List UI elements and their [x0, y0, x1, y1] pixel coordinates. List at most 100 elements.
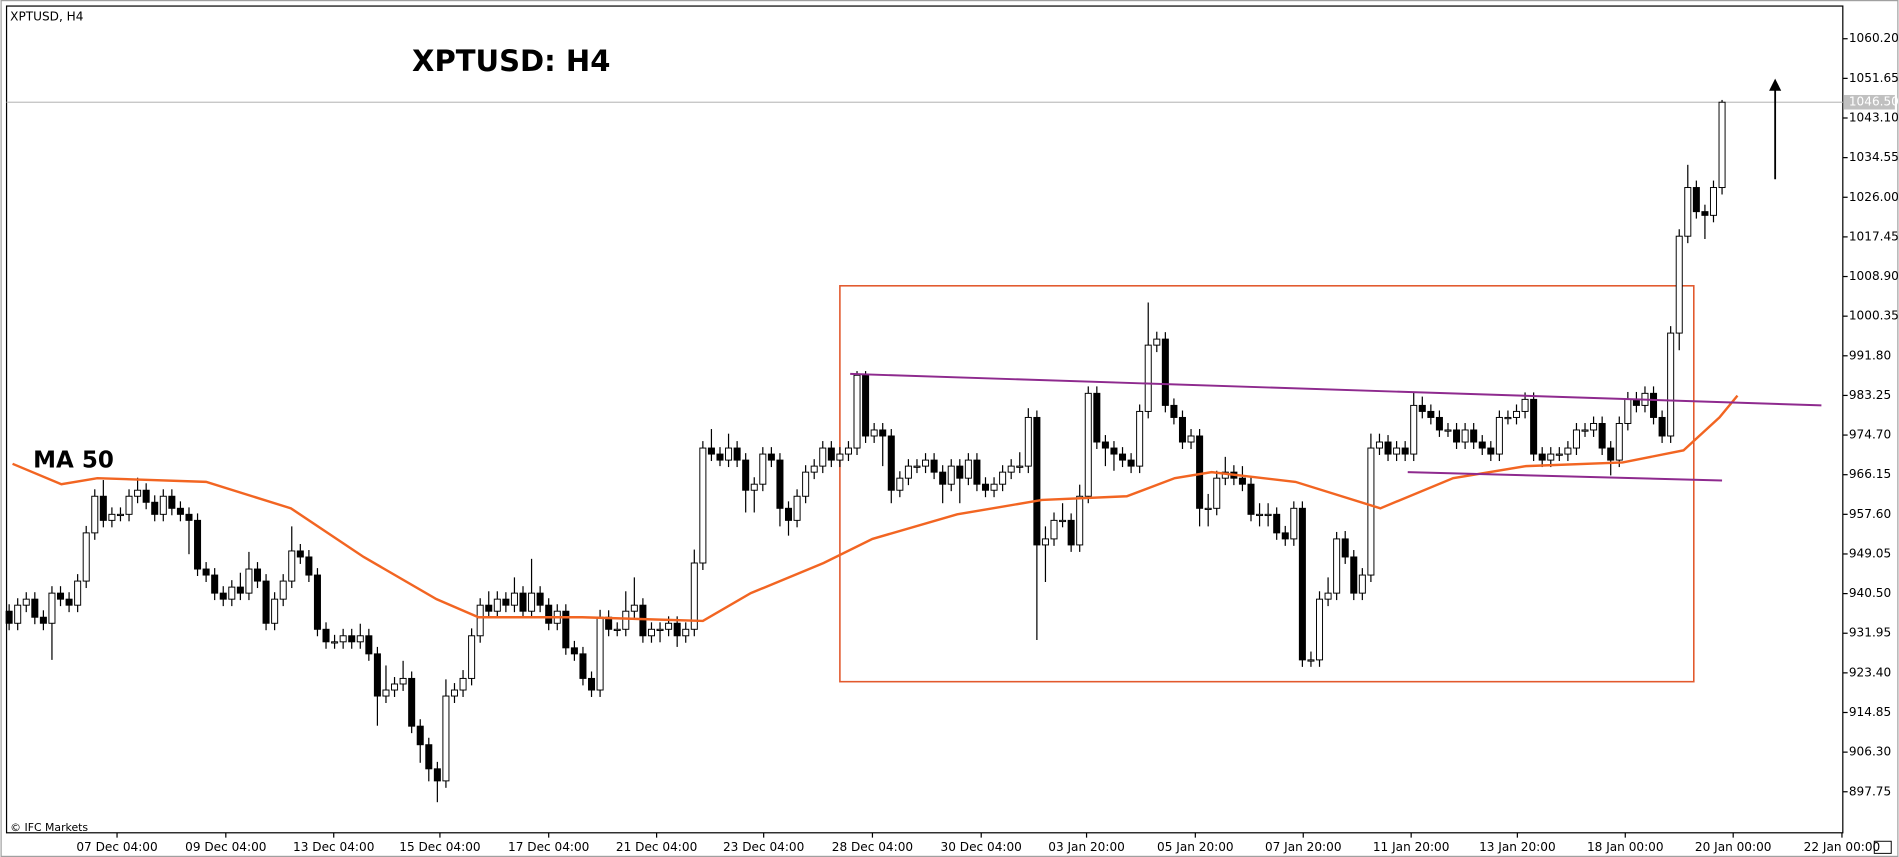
- candle-body: [793, 495, 801, 521]
- candle-body: [1624, 398, 1632, 424]
- candle-body: [844, 447, 852, 455]
- candle-body: [313, 574, 321, 630]
- candle-body: [1461, 429, 1469, 443]
- candle-body: [1384, 441, 1392, 455]
- y-tick-label: 949.05: [1849, 546, 1891, 560]
- candle-body: [382, 689, 390, 697]
- candle-body: [1178, 416, 1186, 443]
- candle-body: [39, 616, 47, 624]
- candle-body: [776, 459, 784, 509]
- ma-line: [12, 394, 1739, 623]
- candle-body: [82, 532, 90, 582]
- candle-body: [639, 604, 647, 637]
- candle-body: [1470, 429, 1478, 443]
- candle-body: [596, 616, 604, 691]
- candle-body: [1136, 410, 1144, 467]
- candle-body: [1709, 187, 1717, 216]
- candle-body: [408, 677, 416, 727]
- candle-body: [1247, 483, 1255, 515]
- candle-body: [1453, 429, 1461, 443]
- candle-body: [1307, 659, 1315, 662]
- candle-body: [930, 459, 938, 473]
- x-tick-label: 17 Dec 04:00: [508, 840, 589, 854]
- trend-line: [1407, 471, 1723, 482]
- candle-body: [588, 677, 596, 691]
- window-label: XPTUSD, H4: [10, 9, 84, 23]
- candle-body: [827, 447, 835, 461]
- candle-body: [142, 489, 150, 503]
- candle-body: [1170, 404, 1178, 418]
- x-tick-label: 11 Jan 20:00: [1373, 840, 1450, 854]
- candle-body: [185, 513, 193, 521]
- candle-body: [296, 550, 304, 558]
- candle-body: [613, 628, 621, 631]
- candle-body: [1298, 507, 1306, 661]
- range-box: [839, 285, 1695, 683]
- candle-body: [1538, 453, 1546, 461]
- y-tick-label: 940.50: [1849, 586, 1891, 600]
- candle-body: [1007, 465, 1015, 473]
- x-tick-label: 05 Jan 20:00: [1157, 840, 1234, 854]
- candle-body: [630, 604, 638, 612]
- candle-body: [459, 677, 467, 691]
- candle-body: [1127, 459, 1135, 467]
- candle-body: [468, 635, 476, 679]
- candle-body: [31, 598, 39, 618]
- y-tick-label: 914.85: [1849, 705, 1891, 719]
- candle-body: [904, 465, 912, 479]
- candle-body: [1324, 592, 1332, 600]
- candle-body: [622, 610, 630, 630]
- candle-body: [990, 483, 998, 491]
- candle-body: [1478, 441, 1486, 449]
- candle-body: [1024, 416, 1032, 467]
- candle-body: [964, 459, 972, 479]
- candle-body: [322, 628, 330, 643]
- candle-body: [399, 677, 407, 685]
- x-tick-label: 30 Dec 04:00: [941, 840, 1022, 854]
- candle-body: [1675, 235, 1683, 334]
- candle-body: [879, 429, 887, 437]
- candle-body: [562, 610, 570, 649]
- candle-body: [99, 495, 107, 521]
- candle-body: [1110, 447, 1118, 455]
- candle-body: [288, 550, 296, 582]
- candle-body: [339, 635, 347, 643]
- candle-body: [1153, 338, 1161, 346]
- candle-body: [836, 453, 844, 461]
- marks: [5, 38, 1848, 838]
- y-tick-label: 1008.90: [1849, 269, 1899, 283]
- candle-body: [1530, 398, 1538, 455]
- candle-body: [48, 592, 56, 624]
- y-tick-label: 1000.35: [1849, 309, 1899, 323]
- x-tick-label: 18 Jan 00:00: [1587, 840, 1664, 854]
- x-tick-label: 07 Dec 04:00: [76, 840, 157, 854]
- candle-body: [536, 592, 544, 606]
- y-tick-label: 974.70: [1849, 428, 1891, 442]
- y-tick-label: 1034.55: [1849, 150, 1899, 164]
- y-tick-label: 897.75: [1849, 784, 1891, 798]
- candle-body: [1256, 513, 1264, 517]
- candle-body: [1427, 410, 1435, 418]
- plot-area: [5, 5, 1844, 834]
- candle-body: [570, 647, 578, 655]
- candle-body: [159, 495, 167, 515]
- candle-body: [1041, 538, 1049, 546]
- candle-body: [733, 447, 741, 461]
- candle-body: [1650, 392, 1658, 418]
- candle-body: [1016, 465, 1024, 468]
- y-tick-label: 1051.65: [1849, 71, 1899, 85]
- candle-body: [1418, 404, 1426, 412]
- candle-body: [108, 513, 116, 521]
- candle-body: [91, 495, 99, 534]
- y-tick-label: 1017.45: [1849, 229, 1899, 243]
- candle-body: [1358, 574, 1366, 594]
- candle-body: [981, 483, 990, 491]
- candle-body: [168, 495, 176, 509]
- candle-body: [348, 635, 356, 643]
- candle-body: [725, 447, 733, 461]
- candle-body: [1084, 392, 1092, 497]
- candle-body: [647, 628, 655, 637]
- candle-body: [673, 622, 681, 637]
- candle-body: [57, 592, 65, 600]
